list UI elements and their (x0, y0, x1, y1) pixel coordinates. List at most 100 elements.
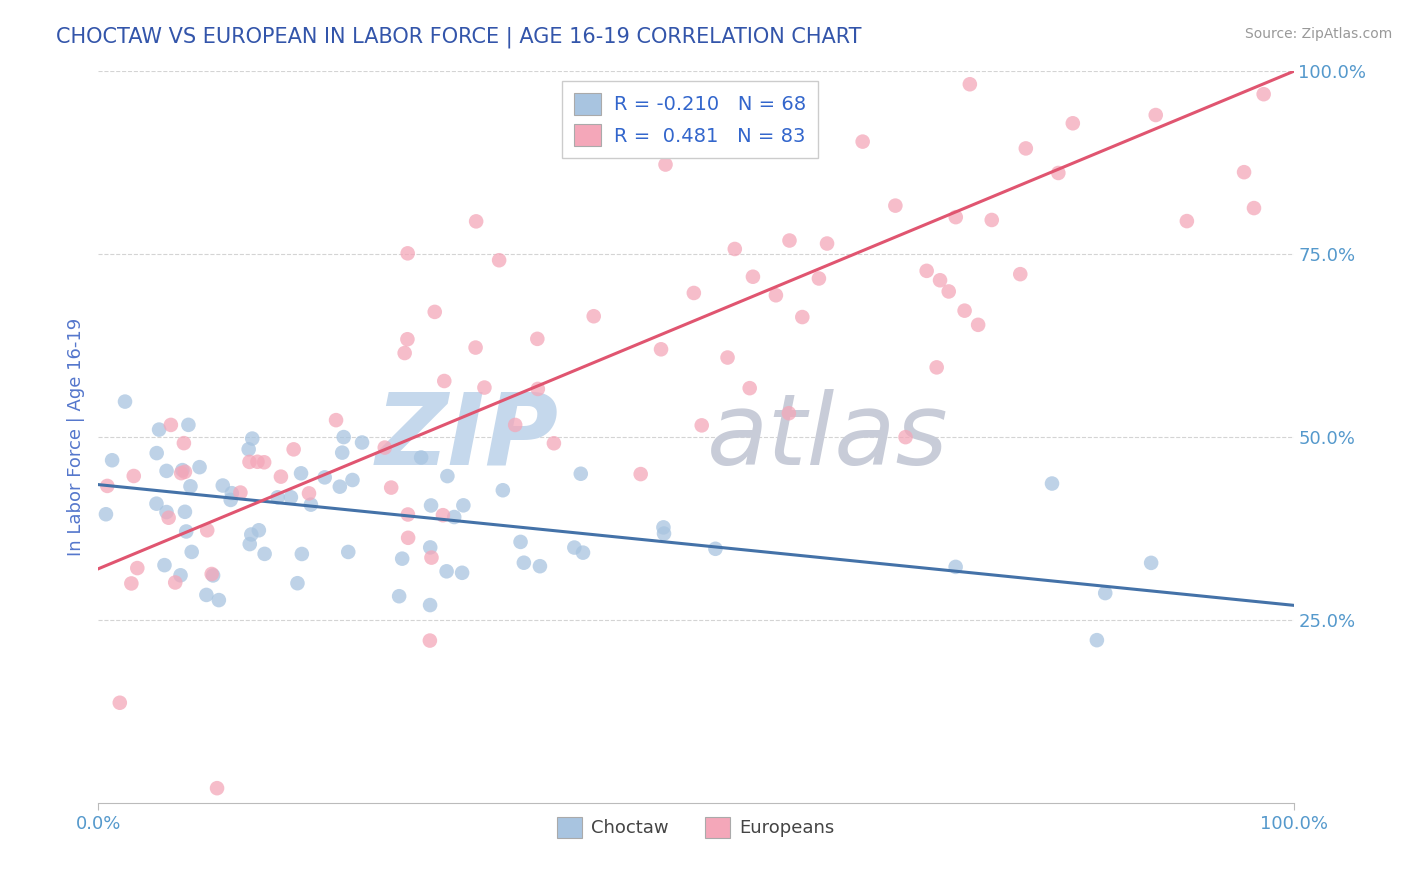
Point (884, 199, 907, 213)
Point (114, 394, 136, 409)
Point (165, 575, 187, 590)
Point (238, 455, 260, 469)
Text: CHOCTAW VS EUROPEAN IN LABOR FORCE | AGE 16-19 CORRELATION CHART: CHOCTAW VS EUROPEAN IN LABOR FORCE | AGE… (56, 27, 862, 48)
Point (980, 213, 1002, 227)
Point (253, 547, 276, 561)
Point (569, 467, 592, 481)
Point (894, 430, 917, 444)
Point (127, 561, 149, 575)
Point (682, 285, 704, 300)
Point (807, 271, 830, 285)
Point (419, 633, 441, 648)
Point (239, 537, 262, 551)
Point (654, 157, 676, 171)
Point (208, 593, 231, 607)
Point (298, 486, 321, 500)
Point (1140, 556, 1163, 570)
Point (145, 446, 167, 460)
Point (1253, 87, 1275, 102)
Point (101, 453, 124, 467)
Point (585, 127, 607, 141)
Point (396, 246, 419, 260)
Point (287, 576, 309, 591)
Point (330, 445, 353, 459)
Point (291, 547, 314, 561)
Point (342, 473, 364, 487)
Point (160, 417, 183, 432)
Point (1085, 633, 1108, 648)
Point (630, 467, 652, 481)
Point (526, 332, 548, 346)
Point (953, 303, 976, 318)
Point (108, 696, 131, 710)
Point (157, 510, 180, 524)
Point (1243, 201, 1265, 215)
Point (374, 441, 396, 455)
Point (492, 483, 515, 498)
Point (266, 491, 288, 505)
Point (779, 234, 801, 248)
Point (959, 77, 981, 91)
Point (488, 253, 510, 268)
Point (172, 463, 194, 477)
Point (202, 568, 225, 582)
Point (436, 469, 458, 483)
Point (420, 550, 443, 565)
Point (170, 466, 193, 480)
Point (1144, 108, 1167, 122)
Point (967, 318, 990, 332)
Point (314, 470, 336, 484)
Point (411, 450, 433, 465)
Point (283, 442, 305, 457)
Point (513, 556, 536, 570)
Point (173, 436, 195, 450)
Point (938, 285, 960, 299)
Point (929, 273, 952, 287)
Point (527, 382, 550, 396)
Point (433, 374, 456, 388)
Point (96, 479, 118, 493)
Point (915, 264, 938, 278)
Point (350, 435, 373, 450)
Point (1010, 267, 1032, 281)
Point (396, 332, 419, 346)
Point (219, 492, 242, 507)
Point (179, 479, 201, 493)
Point (205, 781, 228, 796)
Point (419, 541, 441, 555)
Y-axis label: In Labor Force | Age 16-19: In Labor Force | Age 16-19 (66, 318, 84, 557)
Point (704, 541, 727, 556)
Point (792, 310, 814, 324)
Point (238, 442, 260, 457)
Point (155, 505, 177, 519)
Point (229, 485, 252, 500)
Point (290, 467, 312, 481)
Point (337, 545, 360, 559)
Point (1267, 28, 1289, 42)
Point (543, 436, 565, 450)
Point (451, 566, 474, 580)
Point (778, 406, 800, 420)
Point (280, 490, 302, 504)
Point (572, 546, 595, 560)
Point (120, 576, 142, 591)
Point (122, 469, 145, 483)
Point (177, 417, 200, 432)
Point (148, 423, 170, 437)
Point (240, 527, 263, 541)
Point (270, 469, 292, 483)
Point (211, 478, 233, 492)
Point (464, 341, 486, 355)
Point (155, 464, 177, 478)
Point (724, 242, 747, 256)
Point (419, 598, 441, 612)
Point (432, 508, 454, 523)
Point (325, 413, 347, 427)
Point (332, 430, 354, 444)
Point (652, 526, 675, 541)
Point (174, 524, 197, 539)
Point (716, 351, 738, 365)
Point (94, 507, 117, 521)
Point (443, 510, 465, 524)
Legend: Choctaw, Europeans: Choctaw, Europeans (550, 810, 842, 845)
